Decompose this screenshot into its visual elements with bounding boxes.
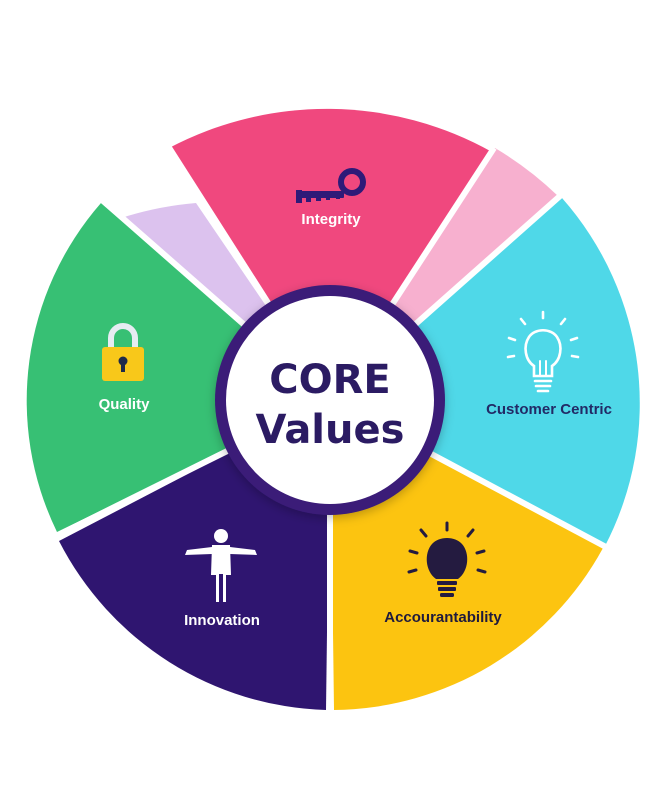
integrity-label: Integrity bbox=[301, 211, 361, 228]
lightbulb-outline-icon bbox=[506, 310, 580, 393]
center-title-line1: CORE bbox=[269, 357, 390, 403]
quality-label: Quality bbox=[99, 396, 151, 413]
segment-quality bbox=[26, 203, 330, 532]
center-disc bbox=[226, 296, 434, 504]
center-hub: CORE Values bbox=[215, 285, 445, 515]
person-icon bbox=[185, 529, 257, 602]
padlock-icon bbox=[102, 323, 144, 381]
innovation-label: Innovation bbox=[184, 612, 260, 629]
center-title-line2: Values bbox=[256, 407, 405, 453]
lightbulb-icon bbox=[407, 521, 487, 597]
customer-centric-label: Customer Centric bbox=[486, 401, 612, 418]
segment-integrity bbox=[169, 108, 492, 400]
segment-customer-centric bbox=[330, 198, 640, 546]
accountability-label: Accourantability bbox=[384, 609, 502, 626]
key-icon bbox=[296, 168, 366, 203]
